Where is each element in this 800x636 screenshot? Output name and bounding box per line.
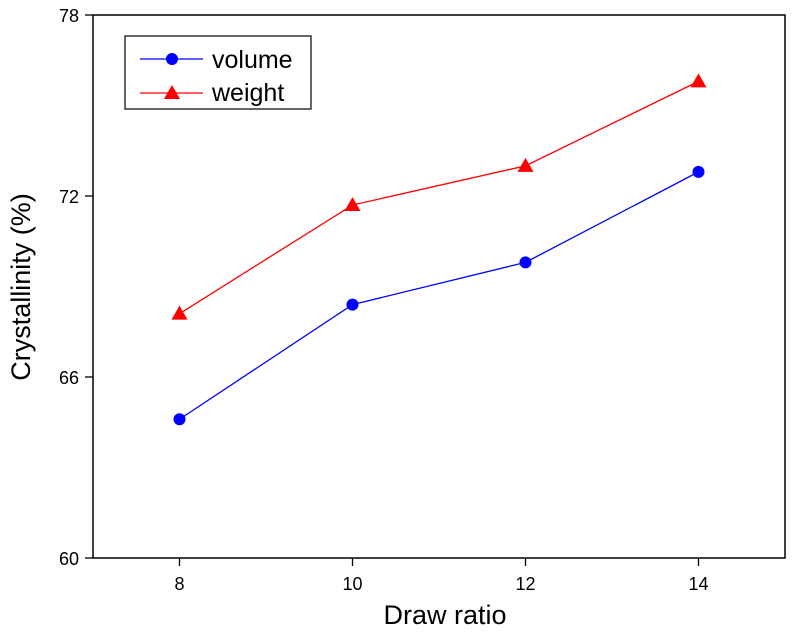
x-tick-label: 10 <box>342 574 362 594</box>
legend: volume weight <box>124 35 312 110</box>
y-axis-label: Crystallinity (%) <box>6 193 36 381</box>
data-point-weight <box>171 305 188 320</box>
data-point-volume <box>346 298 359 311</box>
legend-label-weight: weight <box>211 79 284 107</box>
data-point-weight <box>517 157 534 172</box>
data-point-volume <box>173 413 186 426</box>
x-tick-label: 12 <box>515 574 535 594</box>
data-point-weight <box>690 73 707 88</box>
plot-frame <box>92 14 786 559</box>
legend-marker-weight <box>164 85 180 99</box>
x-tick-label: 8 <box>174 574 184 594</box>
y-tick-label: 78 <box>59 6 79 26</box>
y-tick-label: 66 <box>59 368 79 388</box>
legend-box <box>124 35 312 110</box>
ticks-layer: 8 10 12 14 60 66 72 78 <box>59 6 709 594</box>
series-line-weight <box>179 80 699 315</box>
x-tick-label: 14 <box>688 574 708 594</box>
data-point-weight <box>344 197 361 212</box>
y-tick-label: 60 <box>59 549 79 569</box>
series-line-volume <box>179 171 699 420</box>
series-layer <box>171 73 707 426</box>
data-point-volume <box>519 256 532 269</box>
y-tick-label: 72 <box>59 187 79 207</box>
legend-label-volume: volume <box>212 46 293 74</box>
data-point-volume <box>692 165 705 178</box>
legend-marker-volume <box>166 53 178 65</box>
x-axis-label: Draw ratio <box>383 600 506 630</box>
